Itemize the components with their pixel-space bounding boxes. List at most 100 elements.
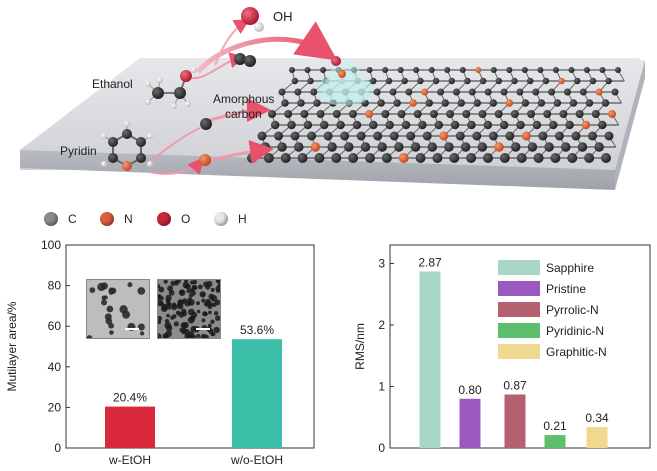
- lattice-carbon-atom: [385, 77, 393, 85]
- lattice-carbon-atom: [263, 153, 274, 163]
- arrow-oh-up: [214, 18, 251, 66]
- legend-nitrogen: N: [100, 211, 133, 227]
- legend-entry: Pristine: [546, 282, 586, 296]
- y-tick-label: 40: [48, 360, 62, 374]
- lattice-nitrogen-atom: [505, 99, 514, 107]
- nitrogen-ball-icon: [100, 212, 114, 226]
- lattice-carbon-atom: [389, 131, 399, 141]
- arrow-n-to-lattice: [211, 140, 274, 164]
- sem-particle: [176, 302, 184, 310]
- lattice-carbon-atom: [549, 120, 558, 130]
- lattice-carbon-atom: [521, 67, 528, 73]
- lattice-carbon-atom: [360, 142, 371, 152]
- lattice-carbon-atom: [544, 142, 554, 152]
- lattice-nitrogen-atom: [558, 77, 565, 85]
- bar-value-label: 2.87: [418, 255, 442, 269]
- lattice-carbon-atom: [401, 120, 411, 130]
- lattice-carbon-atom: [381, 153, 392, 163]
- sem-inset-wo-etoh: [157, 279, 221, 339]
- sem-particle: [178, 289, 186, 296]
- lattice-carbon-atom: [543, 110, 552, 118]
- carbon-label: carbon: [225, 107, 262, 121]
- sem-particle: [167, 285, 174, 292]
- sem-particle: [196, 309, 201, 314]
- lattice-carbon-atom: [538, 131, 548, 141]
- carbon-ball-icon: [44, 212, 58, 226]
- arrow-to-oh: [196, 21, 338, 74]
- lattice-carbon-atom: [553, 99, 562, 107]
- sem-particle: [106, 305, 114, 313]
- lattice-carbon-atom: [348, 110, 357, 118]
- lattice-nitrogen-atom: [310, 142, 321, 152]
- lattice-carbon-atom: [527, 110, 536, 118]
- lattice-carbon-atom: [472, 131, 482, 141]
- lattice-carbon-atom: [601, 99, 610, 107]
- lattice-carbon-atom: [441, 99, 449, 107]
- lattice-carbon-atom: [601, 153, 611, 163]
- lattice-carbon-atom: [584, 153, 595, 163]
- lattice-carbon-atom: [293, 142, 304, 152]
- sem-particle: [192, 280, 198, 285]
- lattice-carbon-atom: [455, 131, 465, 141]
- lattice-carbon-atom: [579, 88, 587, 96]
- sem-particle: [119, 305, 128, 314]
- sem-particle: [208, 293, 215, 300]
- sem-particle: [108, 322, 114, 329]
- y-tick-label: 20: [48, 400, 62, 414]
- sem-particle: [100, 282, 108, 290]
- lattice-carbon-atom: [432, 77, 440, 85]
- free-carbon-atom: [200, 118, 212, 130]
- lattice-carbon-atom: [561, 142, 571, 152]
- sem-particle: [213, 326, 220, 334]
- lattice-carbon-atom: [548, 88, 556, 96]
- lattice-carbon-atom: [598, 120, 607, 130]
- lattice-carbon-atom: [303, 120, 313, 130]
- lattice-carbon-atom: [568, 67, 575, 73]
- y-axis-label: Mutilayer area/%: [5, 301, 19, 391]
- lattice-carbon-atom: [494, 110, 503, 118]
- lattice-carbon-atom: [382, 67, 389, 73]
- lattice-carbon-atom: [537, 99, 546, 107]
- lattice-carbon-atom: [594, 142, 604, 152]
- sem-particle: [208, 310, 212, 315]
- bar-value-label: 0.87: [503, 378, 527, 392]
- y-tick-label: 3: [378, 256, 385, 270]
- sem-particle: [213, 311, 219, 316]
- lattice-carbon-atom: [331, 153, 342, 163]
- bar-value-label: 0.34: [585, 411, 609, 425]
- sem-particle: [202, 311, 208, 317]
- sem-particle: [192, 284, 198, 291]
- sem-particle: [183, 328, 190, 335]
- free-nitrogen-atom: [199, 154, 211, 166]
- sem-particle: [89, 287, 96, 293]
- sem-particle: [200, 333, 207, 338]
- lattice-carbon-atom: [294, 88, 302, 96]
- sem-particle: [185, 283, 191, 290]
- lattice-carbon-atom: [450, 120, 460, 130]
- sem-particle: [170, 280, 176, 287]
- bar-value-label: 53.6%: [240, 323, 274, 337]
- lattice-carbon-atom: [320, 67, 327, 73]
- lattice-carbon-atom: [449, 153, 460, 163]
- lattice-carbon-atom: [526, 77, 534, 85]
- lattice-carbon-atom: [280, 153, 291, 163]
- sem-particle: [210, 331, 215, 337]
- sem-particle: [201, 292, 206, 298]
- y-tick-label: 100: [41, 238, 61, 252]
- oxygen-ball-icon: [157, 212, 171, 226]
- amorphous-label: Amorphous: [213, 92, 274, 106]
- lattice-carbon-atom: [365, 153, 375, 163]
- lattice-carbon-atom: [577, 142, 588, 152]
- lattice-carbon-atom: [587, 131, 597, 141]
- legend-carbon-label: C: [68, 212, 77, 226]
- legend-carbon: C: [44, 211, 77, 227]
- lattice-carbon-atom: [532, 88, 540, 96]
- sem-particle: [187, 316, 195, 324]
- lattice-carbon-atom: [537, 67, 544, 73]
- sem-particle: [196, 301, 201, 306]
- lattice-carbon-atom: [567, 153, 578, 163]
- sem-particle: [182, 298, 188, 304]
- lattice-carbon-atom: [550, 153, 561, 163]
- lattice-carbon-atom: [446, 110, 455, 118]
- sem-particle: [158, 299, 164, 307]
